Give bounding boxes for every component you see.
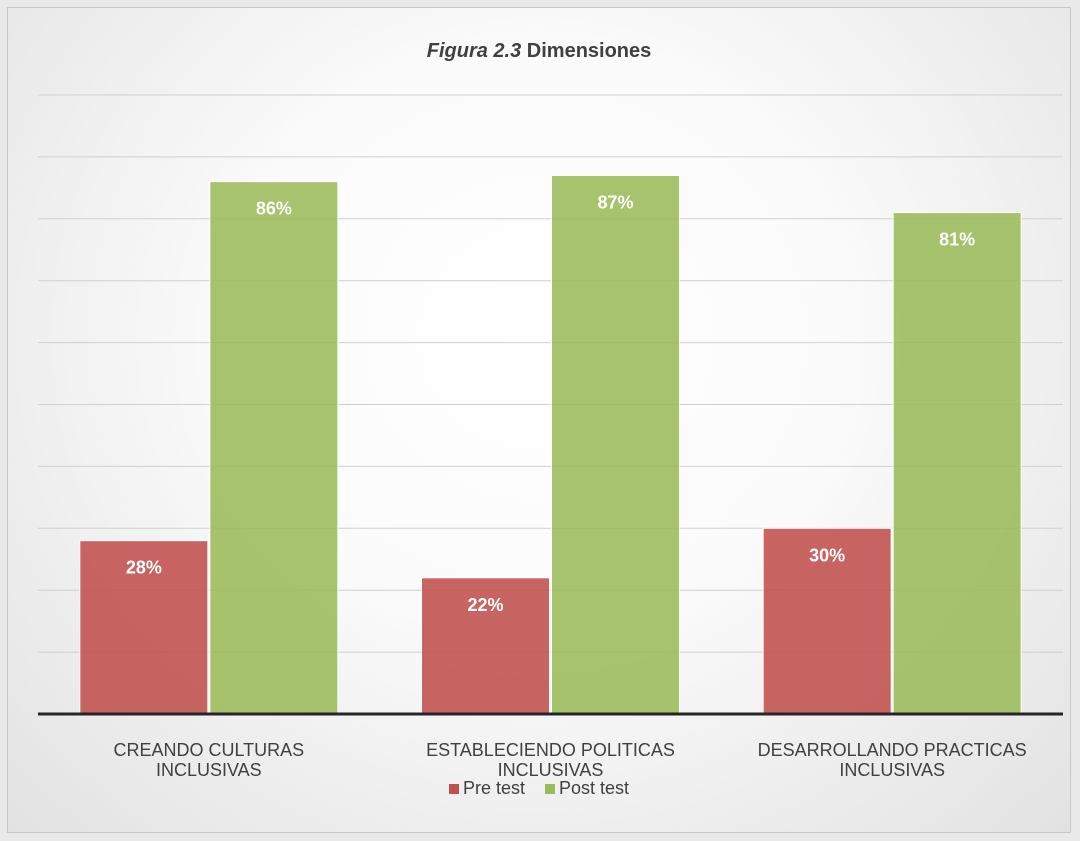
legend-label-pre-test: Pre test xyxy=(462,778,525,798)
legend-item-pre-test: Pre test xyxy=(448,778,525,799)
x-tick-labels: CREANDO CULTURAS INCLUSIVAS ESTABLECIENDO … xyxy=(113,740,1026,780)
chart-title: Figura 2.3 Dimensiones xyxy=(8,40,1070,63)
legend-item-post-test: Post test xyxy=(545,778,629,799)
x-tick-label: CREANDO CULTURAS INCLUSIVAS xyxy=(113,740,304,780)
x-tick-label: DESARROLLANDO PRACTICAS INCLUSIVAS xyxy=(758,740,1027,780)
data-label-post-test: 86% xyxy=(256,199,292,219)
data-label-post-test: 87% xyxy=(597,192,633,212)
data-label-pre-test: 30% xyxy=(809,545,845,565)
data-label-pre-test: 28% xyxy=(126,558,162,578)
data-labels: 28% 86% 22% 87% 30% 81% xyxy=(126,192,975,614)
data-label-pre-test: 22% xyxy=(467,595,503,615)
chart-title-text: Dimensiones xyxy=(526,40,652,62)
bar-post-test xyxy=(209,181,339,715)
chart-title-figure: Figura 2.3 xyxy=(426,40,522,62)
data-label-post-test: 81% xyxy=(939,230,975,250)
x-tick-label: ESTABLECIENDO POLITICAS INCLUSIVAS xyxy=(426,740,675,780)
legend-label-post-test: Post test xyxy=(559,778,630,798)
gridlines xyxy=(38,94,1063,653)
legend-swatch-post-test xyxy=(545,783,555,794)
chart-frame: Figura 2.3 Dimensiones 28% 86% 22% 87% 30% 81… xyxy=(7,7,1071,833)
bar-post-test xyxy=(892,212,1022,715)
legend: Pre test Post test xyxy=(8,778,1070,799)
bars xyxy=(79,174,1022,715)
plot-area: 28% 86% 22% 87% 30% 81% CREANDO CULTURAS INCLUS… xyxy=(38,94,1063,780)
legend-swatch-pre-test xyxy=(448,783,459,794)
bar-post-test xyxy=(551,174,680,715)
